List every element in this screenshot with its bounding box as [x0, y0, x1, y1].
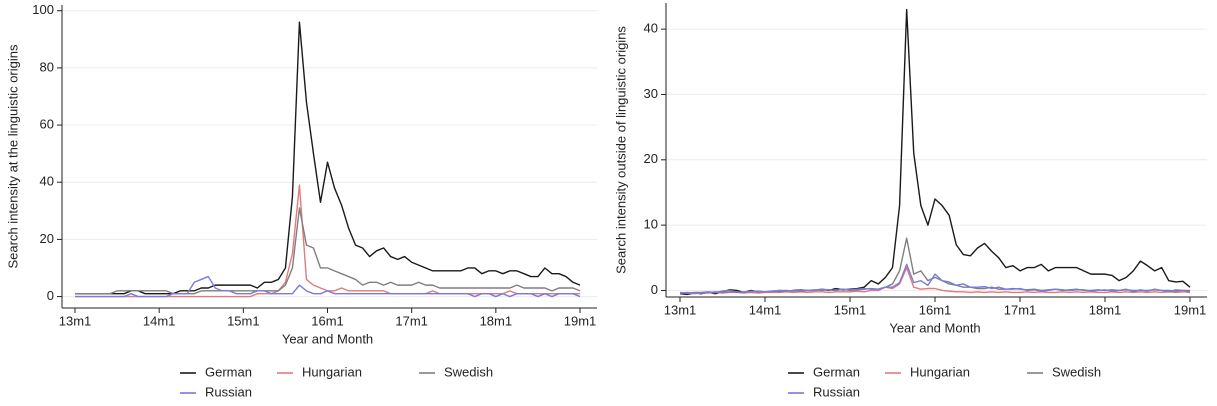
legend-label: Swedish: [1052, 364, 1101, 379]
x-tick-label: 18m1: [480, 313, 513, 328]
line-series: [75, 21, 581, 295]
y-axis-label: Search intensity outside of linguistic o…: [613, 26, 628, 274]
x-tick-label: 17m1: [395, 313, 428, 328]
y-axis-label: Search intensity at the linguistic origi…: [5, 44, 20, 269]
x-tick-label: 14m1: [749, 302, 782, 317]
x-axis-label: Year and Month: [282, 331, 373, 346]
legend-label: Swedish: [444, 364, 493, 379]
x-tick-label: 13m1: [59, 313, 92, 328]
line-series: [679, 8, 1191, 296]
y-tick-label: 20: [644, 151, 658, 166]
y-tick-label: 30: [644, 86, 658, 101]
legend-label: German: [205, 364, 252, 379]
y-tick-label: 0: [651, 282, 658, 297]
line-series: [75, 275, 581, 298]
legend-label: Russian: [205, 384, 252, 399]
y-tick-label: 0: [47, 288, 54, 303]
y-tick-label: 40: [40, 174, 54, 189]
y-tick-label: 20: [40, 231, 54, 246]
x-tick-label: 15m1: [227, 313, 260, 328]
y-tick-label: 100: [32, 2, 54, 17]
legend-label: German: [813, 364, 860, 379]
x-tick-label: 16m1: [919, 302, 952, 317]
legend-label: Hungarian: [302, 364, 362, 379]
y-tick-label: 80: [40, 59, 54, 74]
x-tick-label: 13m1: [664, 302, 697, 317]
line-series: [75, 184, 580, 298]
legend-label: Russian: [813, 384, 860, 399]
x-tick-label: 14m1: [143, 313, 176, 328]
x-tick-label: 18m1: [1089, 302, 1122, 317]
y-tick-label: 10: [644, 217, 658, 232]
legend-label: Hungarian: [910, 364, 970, 379]
x-tick-label: 19m1: [1174, 302, 1207, 317]
x-axis-label: Year and Month: [889, 320, 980, 335]
y-tick-label: 40: [644, 21, 658, 36]
x-tick-label: 15m1: [834, 302, 867, 317]
x-tick-label: 19m1: [564, 313, 597, 328]
line-series: [679, 263, 1191, 294]
x-tick-label: 17m1: [1004, 302, 1037, 317]
line-series: [75, 207, 581, 295]
line-series: [679, 237, 1190, 294]
x-tick-label: 16m1: [311, 313, 344, 328]
y-tick-label: 60: [40, 116, 54, 131]
